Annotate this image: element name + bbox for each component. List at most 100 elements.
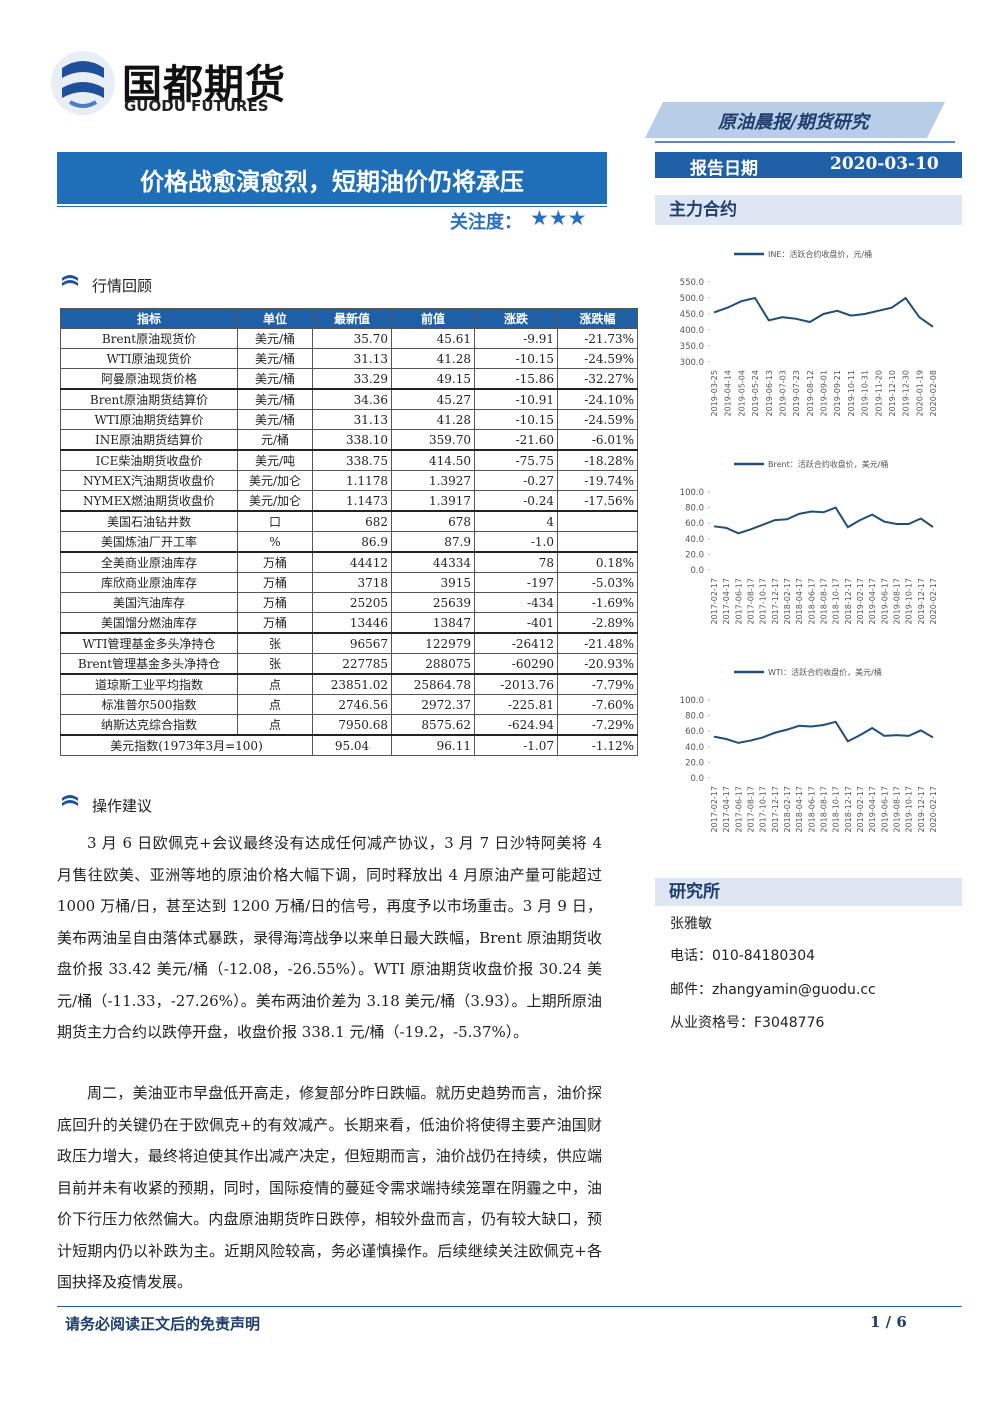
table-cell: 95.04 <box>312 734 392 756</box>
table-cell: 96.11 <box>391 734 475 756</box>
x-tick-label: 2019-08-17 <box>893 578 902 625</box>
table-cell: 8575.62 <box>391 714 475 736</box>
license: 从业资格号：F3048776 <box>670 1015 825 1031</box>
table-cell: 44334 <box>391 551 475 573</box>
report-date: 2020-03-10 <box>830 154 939 174</box>
table-cell: 点 <box>237 694 313 715</box>
table-cell: WTI原油期货结算价 <box>60 409 238 430</box>
table-cell: -7.60% <box>557 694 638 715</box>
table-row: 阿曼原油现货价格 美元/桶 33.29 49.15 -15.86 -32.27% <box>60 368 638 390</box>
table-cell: -24.59% <box>557 409 638 430</box>
table-cell: 1.1178 <box>312 470 392 491</box>
table-cell: NYMEX汽油期货收盘价 <box>60 470 238 491</box>
table-cell: -2.89% <box>557 612 638 634</box>
legend-label: WTI：活跃合约收盘价，美元/桶 <box>768 667 882 677</box>
column-header: 涨跌 <box>474 308 558 329</box>
date-bar <box>655 152 962 178</box>
x-tick-label: 2019-06-17 <box>880 786 889 833</box>
table-cell: 口 <box>237 510 313 532</box>
x-tick-label: 2017-02-17 <box>710 578 719 625</box>
series-line <box>713 720 934 744</box>
x-tick-label: 2019-06-17 <box>880 578 889 625</box>
table-cell: 万桶 <box>237 551 313 573</box>
x-tick-label: 2018-02-17 <box>783 786 792 833</box>
table-cell: 纳斯达克综合指数 <box>60 714 238 736</box>
table-cell: -7.29% <box>557 714 638 736</box>
table-cell: 万桶 <box>237 612 313 634</box>
table-cell: 3915 <box>391 572 475 593</box>
y-tick-label: 40.0 <box>685 535 704 545</box>
table-cell: 美国馏分燃油库存 <box>60 612 238 634</box>
table-cell: 张 <box>237 632 313 654</box>
series-line <box>713 506 934 535</box>
table-cell: 2746.56 <box>312 694 392 715</box>
table-cell: -434 <box>474 592 558 613</box>
y-tick-label: 20.0 <box>685 550 704 560</box>
x-tick-label: 2019-08-12 <box>806 370 815 417</box>
page-number: 1 / 6 <box>870 1313 907 1331</box>
table-cell: -24.59% <box>557 348 638 369</box>
table-cell: 标准普尔500指数 <box>60 694 238 715</box>
email: 邮件：zhangyamin@guodu.cc <box>670 982 876 998</box>
table-cell: 美元/加仑 <box>237 470 313 491</box>
table-cell: 美元/加仑 <box>237 490 313 512</box>
column-header: 指标 <box>60 308 238 329</box>
disclaimer: 请务必阅读正文后的免责声明 <box>65 1315 261 1333</box>
logo-mark <box>51 51 115 115</box>
x-tick-label: 2020-02-08 <box>929 370 938 417</box>
x-tick-label: 2019-09-01 <box>820 370 829 417</box>
table-row: NYMEX汽油期货收盘价 美元/加仑 1.1178 1.3927 -0.27 -19.74… <box>60 470 638 491</box>
table-cell: -10.15 <box>474 409 558 430</box>
legend-label: Brent：活跃合约收盘价，美元/桶 <box>768 459 888 469</box>
x-tick-label: 2018-02-17 <box>783 578 792 625</box>
column-header: 最新值 <box>312 308 392 329</box>
table-cell: 万桶 <box>237 592 313 613</box>
table-cell <box>557 531 638 553</box>
logo-en: GUODU FUTURES <box>124 97 269 115</box>
table-cell: -32.27% <box>557 368 638 390</box>
x-tick-label: 2017-02-17 <box>710 786 719 833</box>
paragraph: 3 月 6 日欧佩克+会议最终没有达成任何减产协议，3 月 7 日沙特阿美将 4… <box>57 834 602 1041</box>
table-cell: INE原油期货结算价 <box>60 429 238 451</box>
x-tick-label: 2019-10-11 <box>847 370 856 417</box>
table-cell: -10.91 <box>474 388 558 410</box>
column-header: 前值 <box>391 308 475 329</box>
table-cell: 美元/吨 <box>237 449 313 471</box>
section-heading: 行情回顾 <box>92 277 153 295</box>
x-tick-label: 2019-11-20 <box>874 370 883 417</box>
table-cell: 25205 <box>312 592 392 613</box>
analyst: 张雅敏 <box>670 916 712 932</box>
table-cell: 682 <box>312 510 392 532</box>
x-tick-label: 2018-12-17 <box>844 786 853 833</box>
table-row: 道琼斯工业平均指数点 23851.02 25864.78 -2013.76 -7.79% <box>60 673 638 695</box>
table-cell: -10.15 <box>474 348 558 369</box>
x-tick-label: 2019-07-03 <box>778 370 787 417</box>
table-row: 纳斯达克综合指数点 7950.68 8575.62 -624.94 -7.29% <box>60 714 638 736</box>
table-cell: -60290 <box>474 653 558 675</box>
table-row: INE原油期货结算价 元/桶 338.10 359.70 -21.60 -6.01% <box>60 429 638 451</box>
table-cell: 288075 <box>391 653 475 675</box>
x-tick-label: 2019-05-24 <box>751 370 760 417</box>
table-cell: 338.10 <box>312 429 392 451</box>
table-cell: 359.70 <box>391 429 475 451</box>
attention-label: 关注度： <box>450 212 522 233</box>
x-tick-label: 2017-12-17 <box>771 786 780 833</box>
table-row: WTI原油现货价 美元/桶 31.13 41.28 -10.15 -24.59% <box>60 348 638 369</box>
table-row: WTI原油期货结算价 美元/桶 31.13 41.28 -10.15 -24.59% <box>60 409 638 430</box>
x-tick-label: 2017-04-17 <box>722 786 731 833</box>
y-tick-label: 350.0 <box>680 342 704 352</box>
table-row: 美国汽油库存 万桶 25205 25639 -434 -1.69% <box>60 592 638 613</box>
section-tag: 原油晨报/期货研究 <box>718 112 869 133</box>
table-cell: % <box>237 531 313 553</box>
table-cell: -75.75 <box>474 449 558 471</box>
chart: Brent：活跃合约收盘价，美元/桶 0.0 20.0 40.0 60.0 80.0 100… <box>680 459 938 625</box>
table-cell: 美元/桶 <box>237 388 313 410</box>
x-tick-label: 2019-08-17 <box>893 786 902 833</box>
x-tick-label: 2020-02-17 <box>929 578 938 625</box>
market-table: 指标 单位 最新值 前值 涨跌 涨跌幅 Brent原油现货价 美元/桶 35.70 45.61 -9… <box>60 308 638 756</box>
table-cell: -1.12% <box>557 734 638 756</box>
x-tick-label: 2017-04-17 <box>722 578 731 625</box>
table-cell: -624.94 <box>474 714 558 736</box>
x-tick-label: 2019-04-17 <box>868 578 877 625</box>
table-cell: WTI原油现货价 <box>60 348 238 369</box>
